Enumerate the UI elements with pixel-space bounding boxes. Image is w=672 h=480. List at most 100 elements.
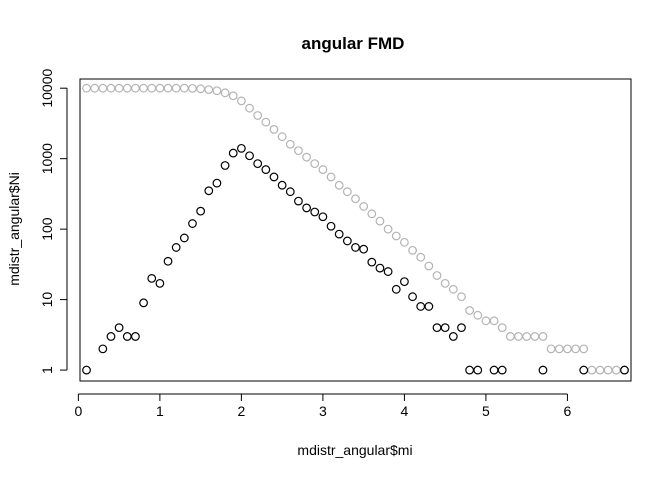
data-point xyxy=(131,83,140,93)
series-black xyxy=(82,143,629,375)
data-point xyxy=(522,332,532,341)
data-point xyxy=(448,332,458,341)
data-point xyxy=(603,365,613,375)
data-point xyxy=(497,365,507,375)
data-point xyxy=(611,365,621,375)
data-point xyxy=(245,103,254,113)
data-point xyxy=(90,83,100,93)
data-point xyxy=(326,221,336,231)
data-point xyxy=(155,278,165,288)
data-point xyxy=(351,194,360,204)
data-point xyxy=(196,84,206,94)
x-axis: 0 1 2 3 4 5 6 xyxy=(74,393,572,419)
data-point xyxy=(465,365,475,375)
x-tick-label: 3 xyxy=(319,403,327,419)
data-point xyxy=(367,257,377,267)
data-point xyxy=(269,125,279,134)
data-point xyxy=(220,161,230,170)
y-tick-label: 10 xyxy=(39,292,55,308)
data-point xyxy=(318,165,328,174)
series-layer xyxy=(82,83,629,375)
y-tick-label: 1000 xyxy=(39,143,55,174)
data-point xyxy=(473,310,483,320)
chart-title: angular FMD xyxy=(302,34,405,53)
data-point xyxy=(163,83,173,93)
data-point xyxy=(391,231,401,241)
data-point xyxy=(204,85,214,94)
data-point xyxy=(400,277,409,287)
data-point xyxy=(261,117,271,127)
y-tick-label: 100 xyxy=(39,217,55,241)
data-point xyxy=(514,332,523,341)
data-point xyxy=(106,83,116,93)
data-point xyxy=(269,172,279,182)
data-point xyxy=(538,365,548,375)
x-tick-label: 4 xyxy=(401,403,409,419)
data-point xyxy=(424,302,434,311)
data-point xyxy=(440,323,450,333)
data-point xyxy=(114,83,124,93)
data-point xyxy=(457,292,466,302)
data-point xyxy=(367,209,377,219)
data-point xyxy=(408,292,417,302)
data-point xyxy=(147,273,157,283)
x-tick-label: 5 xyxy=(482,403,490,419)
data-point xyxy=(416,302,426,311)
y-axis-label: mdistr_angular$Ni xyxy=(6,172,22,286)
data-point xyxy=(302,203,311,213)
data-point xyxy=(359,202,369,211)
data-point xyxy=(530,332,540,341)
data-point xyxy=(408,245,417,255)
data-point xyxy=(383,224,393,234)
data-point xyxy=(98,344,108,354)
data-point xyxy=(375,216,385,226)
data-point xyxy=(391,284,401,294)
data-point xyxy=(171,83,181,93)
data-point xyxy=(497,323,507,333)
data-point xyxy=(359,244,369,254)
data-point xyxy=(155,83,165,93)
data-point xyxy=(481,316,491,326)
data-point xyxy=(261,165,271,174)
x-tick-label: 1 xyxy=(156,403,164,419)
data-point xyxy=(334,229,344,239)
data-point xyxy=(432,271,442,280)
data-point xyxy=(375,263,385,273)
data-point xyxy=(236,143,246,153)
data-point xyxy=(228,91,238,101)
data-point xyxy=(179,83,189,93)
x-tick-label: 2 xyxy=(237,403,245,419)
series-gray xyxy=(82,83,629,375)
data-point xyxy=(587,365,597,375)
data-point xyxy=(294,146,303,156)
data-point xyxy=(318,212,328,222)
data-point xyxy=(432,323,442,333)
x-axis-label: mdistr_angular$mi xyxy=(297,442,412,458)
plot-frame xyxy=(79,78,632,382)
data-point xyxy=(106,332,116,341)
data-point xyxy=(245,151,254,161)
data-point xyxy=(595,365,605,375)
data-point xyxy=(489,365,499,375)
data-point xyxy=(448,284,458,294)
data-point xyxy=(122,83,132,93)
data-point xyxy=(212,178,222,188)
y-tick-label: 10000 xyxy=(39,69,55,108)
data-point xyxy=(326,172,336,182)
data-point xyxy=(571,344,580,354)
data-point xyxy=(538,332,548,341)
data-point xyxy=(98,83,108,93)
data-point xyxy=(563,344,572,354)
data-point xyxy=(196,206,206,216)
data-point xyxy=(383,267,393,276)
data-point xyxy=(579,365,589,375)
y-tick-label: 1 xyxy=(39,366,55,374)
data-point xyxy=(351,243,360,252)
data-point xyxy=(505,332,515,341)
x-tick-label: 6 xyxy=(564,403,572,419)
data-point xyxy=(253,111,263,120)
data-point xyxy=(114,323,124,333)
data-point xyxy=(465,306,475,315)
data-point xyxy=(579,344,589,354)
data-point xyxy=(554,344,564,354)
